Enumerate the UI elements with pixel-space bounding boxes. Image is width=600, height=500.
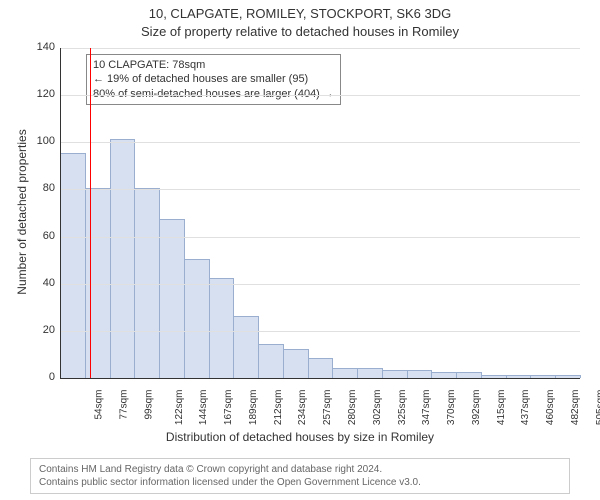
x-tick-label: 505sqm <box>595 390 600 426</box>
histogram-bar <box>60 153 86 378</box>
chart-subtitle: Size of property relative to detached ho… <box>0 24 600 39</box>
gridline <box>60 189 580 190</box>
x-tick-label: 482sqm <box>570 390 581 426</box>
y-tick-label: 80 <box>25 182 55 194</box>
x-tick-label: 392sqm <box>471 390 482 426</box>
y-tick-label: 120 <box>25 88 55 100</box>
gridline <box>60 331 580 332</box>
x-tick-label: 460sqm <box>545 390 556 426</box>
x-tick-label: 167sqm <box>223 390 234 426</box>
histogram-bar <box>184 259 210 378</box>
histogram-bar <box>357 368 383 378</box>
gridline <box>60 284 580 285</box>
annotation-line2: ← 19% of detached houses are smaller (95… <box>93 72 334 86</box>
x-tick-label: 257sqm <box>322 390 333 426</box>
x-tick-label: 212sqm <box>273 390 284 426</box>
y-tick-label: 40 <box>25 277 55 289</box>
chart-title: 10, CLAPGATE, ROMILEY, STOCKPORT, SK6 3D… <box>0 6 600 21</box>
gridline <box>60 237 580 238</box>
footer-line2: Contains public sector information licen… <box>39 476 561 489</box>
y-tick-label: 20 <box>25 324 55 336</box>
x-tick-label: 234sqm <box>298 390 309 426</box>
y-axis-line <box>60 48 61 378</box>
histogram-bar <box>382 370 408 378</box>
y-tick-label: 0 <box>25 371 55 383</box>
x-tick-label: 54sqm <box>94 390 105 420</box>
x-tick-label: 347sqm <box>421 390 432 426</box>
annotation-box: 10 CLAPGATE: 78sqm ← 19% of detached hou… <box>86 54 341 105</box>
footer-attribution: Contains HM Land Registry data © Crown c… <box>30 458 570 494</box>
gridline <box>60 48 580 49</box>
x-tick-label: 437sqm <box>520 390 531 426</box>
gridline <box>60 142 580 143</box>
property-marker-line <box>90 48 91 378</box>
x-tick-label: 302sqm <box>372 390 383 426</box>
histogram-bar <box>407 370 433 378</box>
histogram-bar <box>110 139 136 378</box>
annotation-line3: 80% of semi-detached houses are larger (… <box>93 87 334 101</box>
x-axis-line <box>60 378 580 379</box>
histogram-bar <box>308 358 334 378</box>
footer-line1: Contains HM Land Registry data © Crown c… <box>39 463 561 476</box>
histogram-bar <box>159 219 185 378</box>
histogram-bar <box>332 368 358 378</box>
x-tick-label: 370sqm <box>446 390 457 426</box>
x-tick-label: 325sqm <box>397 390 408 426</box>
x-tick-label: 280sqm <box>347 390 358 426</box>
x-tick-label: 99sqm <box>143 390 154 420</box>
x-tick-label: 415sqm <box>496 390 507 426</box>
histogram-bar <box>209 278 235 378</box>
histogram-bar <box>258 344 284 378</box>
x-tick-label: 122sqm <box>174 390 185 426</box>
y-tick-label: 100 <box>25 135 55 147</box>
annotation-line1: 10 CLAPGATE: 78sqm <box>93 58 334 72</box>
x-tick-label: 77sqm <box>119 390 130 420</box>
y-tick-label: 140 <box>25 41 55 53</box>
histogram-bar <box>283 349 309 378</box>
y-axis-label: Number of detached properties <box>15 122 29 302</box>
histogram-bar <box>233 316 259 378</box>
gridline <box>60 95 580 96</box>
x-axis-label: Distribution of detached houses by size … <box>0 430 600 444</box>
x-tick-label: 144sqm <box>199 390 210 426</box>
y-tick-label: 60 <box>25 230 55 242</box>
x-tick-label: 189sqm <box>248 390 259 426</box>
